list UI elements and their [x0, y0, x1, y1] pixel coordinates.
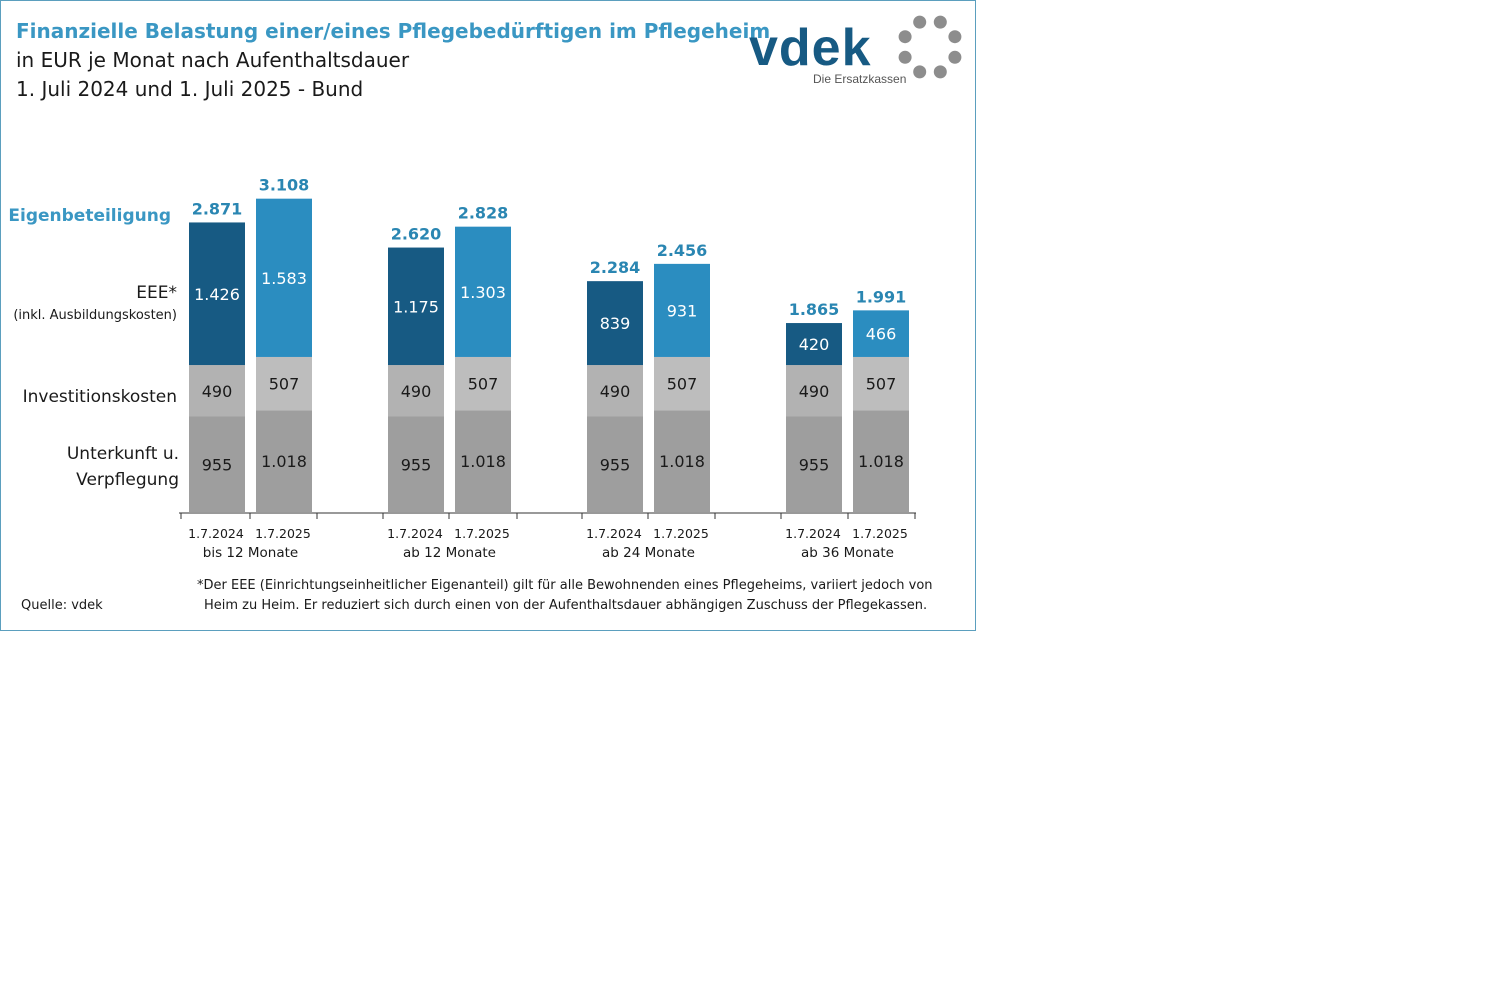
bar-segment-eee	[654, 263, 710, 357]
x-tick-label: 1.7.2025	[852, 526, 908, 541]
bar-segment-unterkunft	[256, 410, 312, 512]
x-tick-label: 1.7.2025	[454, 526, 510, 541]
bar-segment-unterkunft	[388, 416, 444, 512]
x-group-label: ab 24 Monate	[602, 545, 695, 561]
x-tick-label: 1.7.2025	[653, 526, 709, 541]
bar-segment-unterkunft	[853, 410, 909, 512]
data-label-investitionskosten: 490	[202, 382, 233, 401]
data-label-unterkunft: 1.018	[460, 452, 506, 471]
bar-segment-unterkunft	[786, 416, 842, 512]
logo-ring-dot	[948, 30, 962, 44]
bar-segment-eee	[388, 247, 444, 366]
bar-segment-investitionskosten	[189, 365, 245, 417]
stacked-bar-chart: Eigenbeteiligung EEE* (inkl. Ausbildungsko…	[8, 176, 916, 561]
footnote-line-2: Heim zu Heim. Er reduziert sich durch ei…	[204, 598, 928, 613]
logo-ring-dot	[948, 50, 962, 64]
data-label-eee: 839	[600, 314, 631, 333]
data-label-eee: 1.583	[261, 269, 307, 288]
data-label-total: 2.620	[391, 225, 442, 244]
bar-segment-unterkunft	[189, 416, 245, 512]
x-tick-label: 1.7.2024	[785, 526, 841, 541]
logo-ring-dot	[913, 15, 927, 29]
vdek-logo: vdek Die Ersatzkassen	[749, 15, 962, 86]
data-label-unterkunft: 955	[600, 455, 631, 474]
bar-segment-investitionskosten	[853, 356, 909, 411]
data-label-investitionskosten: 507	[468, 375, 499, 394]
data-label-investitionskosten: 490	[401, 382, 432, 401]
bar-segment-eee	[256, 198, 312, 357]
data-label-investitionskosten: 490	[600, 382, 631, 401]
bar-segment-eee	[455, 226, 511, 357]
data-label-eee: 466	[866, 325, 897, 344]
x-tick-label: 1.7.2024	[387, 526, 443, 541]
bar-segment-eee	[786, 323, 842, 366]
data-label-total: 1.991	[856, 287, 907, 306]
chart-title: Finanzielle Belastung einer/eines Pflege…	[16, 19, 771, 43]
data-label-investitionskosten: 507	[866, 375, 897, 394]
data-label-investitionskosten: 507	[667, 375, 698, 394]
chart-subtitle: in EUR je Monat nach Aufenthaltsdauer	[16, 48, 410, 72]
data-label-unterkunft: 955	[202, 455, 233, 474]
data-label-investitionskosten: 490	[799, 382, 830, 401]
logo-ring-dot	[933, 65, 947, 79]
bar-segment-investitionskosten	[786, 365, 842, 417]
x-tick-label: 1.7.2024	[188, 526, 244, 541]
row-label-investitionskosten: Investitionskosten	[23, 387, 177, 407]
logo-ring-icon	[898, 15, 962, 79]
data-label-unterkunft: 955	[401, 455, 432, 474]
data-label-eee: 931	[667, 301, 698, 320]
row-label-eee-note: (inkl. Ausbildungskosten)	[13, 308, 177, 323]
data-label-total: 2.456	[657, 241, 708, 260]
data-label-unterkunft: 955	[799, 455, 830, 474]
x-tick-label: 1.7.2024	[586, 526, 642, 541]
bar-segment-eee	[853, 310, 909, 357]
x-tick-label: 1.7.2025	[255, 526, 311, 541]
source-note: Quelle: vdek	[21, 598, 103, 613]
logo-wordmark: vdek	[749, 19, 872, 77]
data-label-unterkunft: 1.018	[659, 452, 705, 471]
bar-segment-investitionskosten	[455, 356, 511, 411]
data-label-total: 3.108	[259, 176, 310, 195]
data-label-total: 1.865	[789, 300, 840, 319]
chart-frame: Finanzielle Belastung einer/eines Pflege…	[0, 0, 976, 631]
bar-segment-unterkunft	[587, 416, 643, 512]
x-group-label: bis 12 Monate	[203, 545, 298, 561]
logo-tagline: Die Ersatzkassen	[813, 72, 906, 86]
data-label-investitionskosten: 507	[269, 375, 300, 394]
data-label-unterkunft: 1.018	[858, 452, 904, 471]
logo-ring-dot	[898, 30, 912, 44]
bar-segment-investitionskosten	[388, 365, 444, 417]
data-label-total: 2.871	[192, 199, 243, 218]
bar-segment-eee	[189, 222, 245, 366]
row-label-unterkunft: Unterkunft u.	[67, 444, 179, 464]
row-label-eee: EEE*	[136, 283, 177, 303]
data-label-eee: 1.303	[460, 283, 506, 302]
data-label-eee: 1.426	[194, 285, 240, 304]
data-label-eee: 1.175	[393, 297, 439, 316]
data-label-eee: 420	[799, 335, 830, 354]
bar-segment-unterkunft	[455, 410, 511, 512]
bar-segment-investitionskosten	[256, 356, 312, 411]
data-label-total: 2.828	[458, 204, 509, 223]
row-label-eigenbeteiligung: Eigenbeteiligung	[8, 206, 171, 226]
logo-ring-dot	[933, 15, 947, 29]
bar-segment-investitionskosten	[587, 365, 643, 417]
data-label-total: 2.284	[590, 258, 641, 277]
logo-ring-dot	[898, 50, 912, 64]
x-group-label: ab 36 Monate	[801, 545, 894, 561]
bar-segment-investitionskosten	[654, 356, 710, 411]
x-group-label: ab 12 Monate	[403, 545, 496, 561]
bar-segment-eee	[587, 281, 643, 366]
data-label-unterkunft: 1.018	[261, 452, 307, 471]
chart-date-line: 1. Juli 2024 und 1. Juli 2025 - Bund	[16, 77, 364, 101]
footnote-line-1: *Der EEE (Einrichtungseinheitlicher Eige…	[197, 578, 933, 593]
row-label-verpflegung: Verpflegung	[76, 470, 179, 490]
logo-ring-dot	[913, 65, 927, 79]
bar-segment-unterkunft	[654, 410, 710, 512]
